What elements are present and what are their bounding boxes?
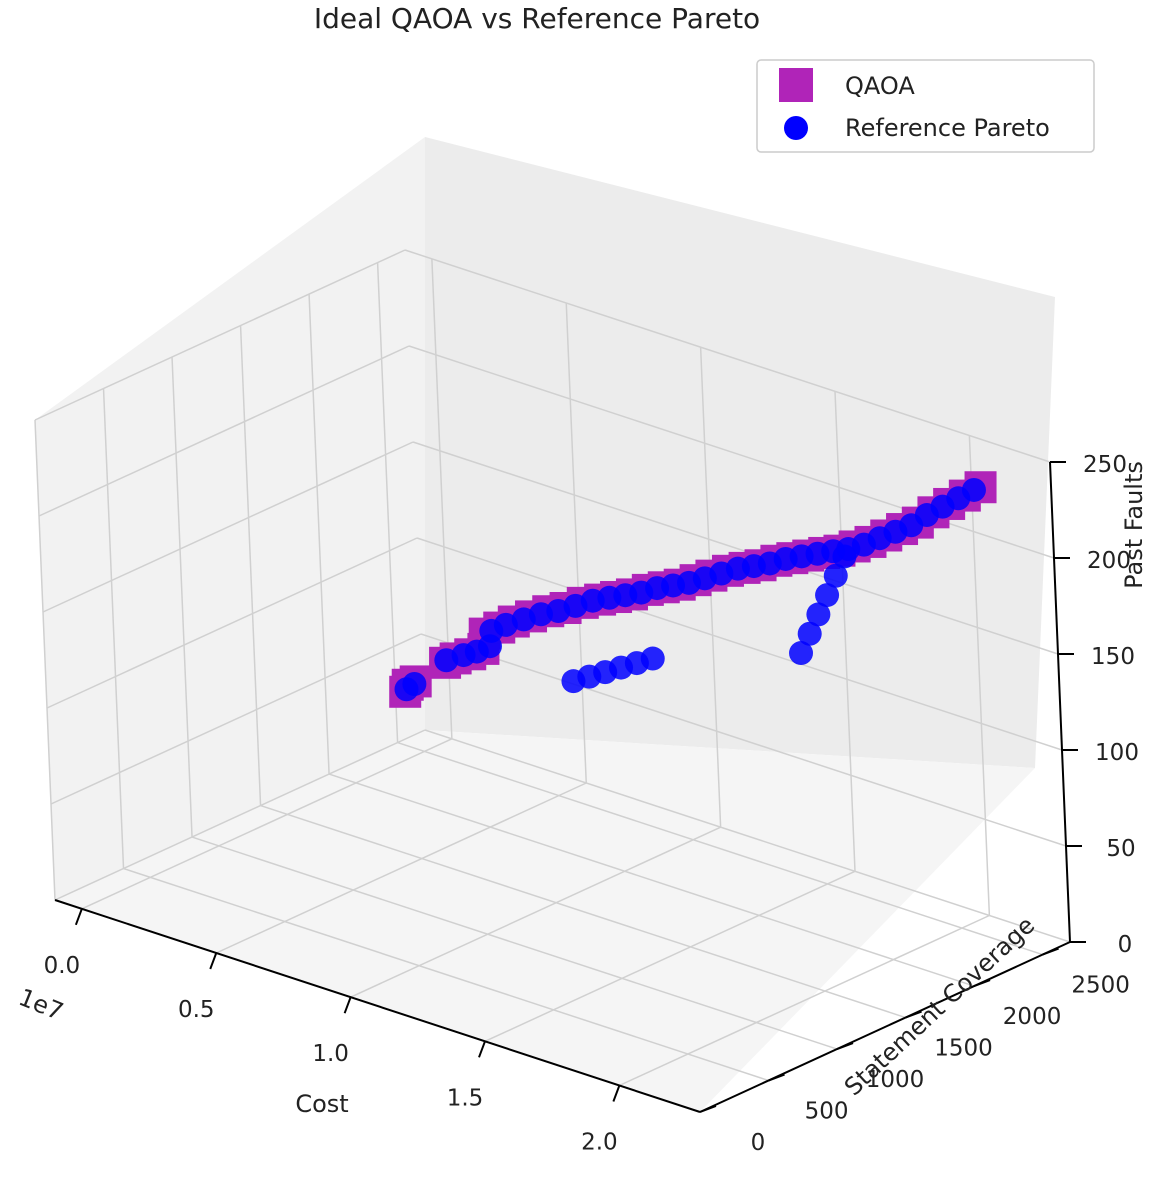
axis-lines	[54, 461, 1071, 1113]
grid-line	[404, 249, 1051, 463]
grid-line	[34, 419, 56, 901]
point-reference-pareto	[797, 621, 822, 646]
legend-label-reference-pareto: Reference Pareto	[845, 114, 1050, 142]
chart-title: Ideal QAOA vs Reference Pareto	[314, 2, 760, 35]
legend-box	[756, 59, 1095, 153]
z-axis-line	[1049, 461, 1071, 943]
legend: QAOA Reference Pareto	[756, 59, 1095, 153]
tick-labels: 0.0 0.5 1.0 1.5 2.0 0 500 1000 1500 2000 2500 0 50 10…	[44, 452, 1139, 1156]
grid-line	[350, 826, 721, 998]
point-reference-pareto	[815, 583, 840, 608]
grid-line	[565, 302, 587, 784]
z-tick-label: 200	[1087, 548, 1131, 574]
x-tick-label: 0.5	[178, 997, 215, 1023]
y-tick-label: 0	[751, 1130, 766, 1156]
x-tick-label: 0.0	[44, 953, 81, 979]
z-tick-label: 100	[1095, 740, 1139, 766]
y-tick-label: 1500	[934, 1036, 993, 1062]
z-axis-label: Past Faults	[1120, 461, 1148, 589]
point-reference-pareto	[789, 641, 814, 666]
point-reference-pareto	[961, 477, 986, 502]
grid-line	[397, 741, 1043, 956]
x-tick-mark	[343, 996, 352, 1014]
grid-line	[412, 441, 1059, 655]
point-reference-pareto	[402, 671, 427, 696]
floor-pane	[55, 730, 1035, 1112]
z-tick-label: 0	[1118, 932, 1133, 958]
y-tick-mark	[699, 1105, 717, 1113]
x-tick-mark	[209, 952, 218, 970]
y-tick-mark	[836, 1042, 854, 1050]
grid-line	[123, 867, 769, 1082]
y-axis-line	[699, 941, 1071, 1113]
grid-line	[239, 325, 262, 806]
x-axis-line	[54, 899, 701, 1113]
grid-line	[81, 738, 453, 910]
y-tick-label: 500	[805, 1099, 849, 1125]
grid-line	[102, 388, 125, 869]
grid-line	[38, 345, 410, 517]
x-axis-label: Cost	[295, 1090, 348, 1118]
y-tick-label: 2000	[1003, 1004, 1062, 1030]
x-tick-mark	[478, 1040, 486, 1058]
y-tick-mark	[905, 1010, 922, 1019]
z-tick-label: 150	[1091, 644, 1135, 670]
y-tick-mark	[1042, 947, 1059, 956]
y-tick-mark	[768, 1073, 785, 1082]
grid-line	[619, 914, 990, 1087]
grid-line	[50, 633, 422, 805]
x-tick-mark	[612, 1085, 621, 1102]
z-tick-label: 50	[1106, 836, 1135, 862]
x-tick-label: 1.0	[312, 1041, 349, 1067]
x-tick-label: 1.5	[447, 1085, 484, 1111]
point-reference-pareto	[806, 602, 831, 627]
point-reference-pareto	[640, 646, 665, 671]
data-markers	[389, 471, 997, 708]
legend-marker-qaoa	[779, 68, 813, 102]
grid-line	[42, 441, 414, 613]
grid-line	[416, 537, 1063, 751]
grid-line	[328, 773, 975, 987]
grid-line	[376, 262, 399, 743]
z-tick-label: 250	[1083, 452, 1127, 478]
point-reference-pareto	[823, 563, 848, 588]
grid-line	[834, 391, 856, 872]
grid-line	[171, 357, 193, 838]
grid-line	[54, 729, 426, 901]
y-tick-mark	[973, 979, 991, 988]
grid-line	[308, 294, 330, 775]
grid-line	[191, 836, 838, 1050]
x-axis-offset-label: 1e7	[15, 983, 68, 1026]
grid-line	[968, 435, 991, 916]
legend-marker-reference-pareto	[784, 116, 808, 140]
grid-line	[420, 633, 1067, 847]
y-tick-label: 2500	[1071, 973, 1130, 999]
x-tick-mark	[74, 908, 83, 926]
grid-line	[46, 537, 418, 709]
y-tick-label: 1000	[866, 1067, 925, 1093]
grid-line	[260, 804, 906, 1019]
grid-line	[215, 782, 587, 954]
grid-lines	[34, 249, 1071, 1113]
grid-line	[424, 729, 1071, 943]
point-reference-pareto	[832, 544, 857, 569]
back-left-pane	[35, 137, 425, 900]
back-right-pane	[425, 137, 1055, 768]
legend-label-qaoa: QAOA	[845, 72, 915, 100]
grid-line	[484, 870, 856, 1043]
grid-line	[34, 249, 406, 421]
x-tick-label: 2.0	[581, 1130, 618, 1156]
